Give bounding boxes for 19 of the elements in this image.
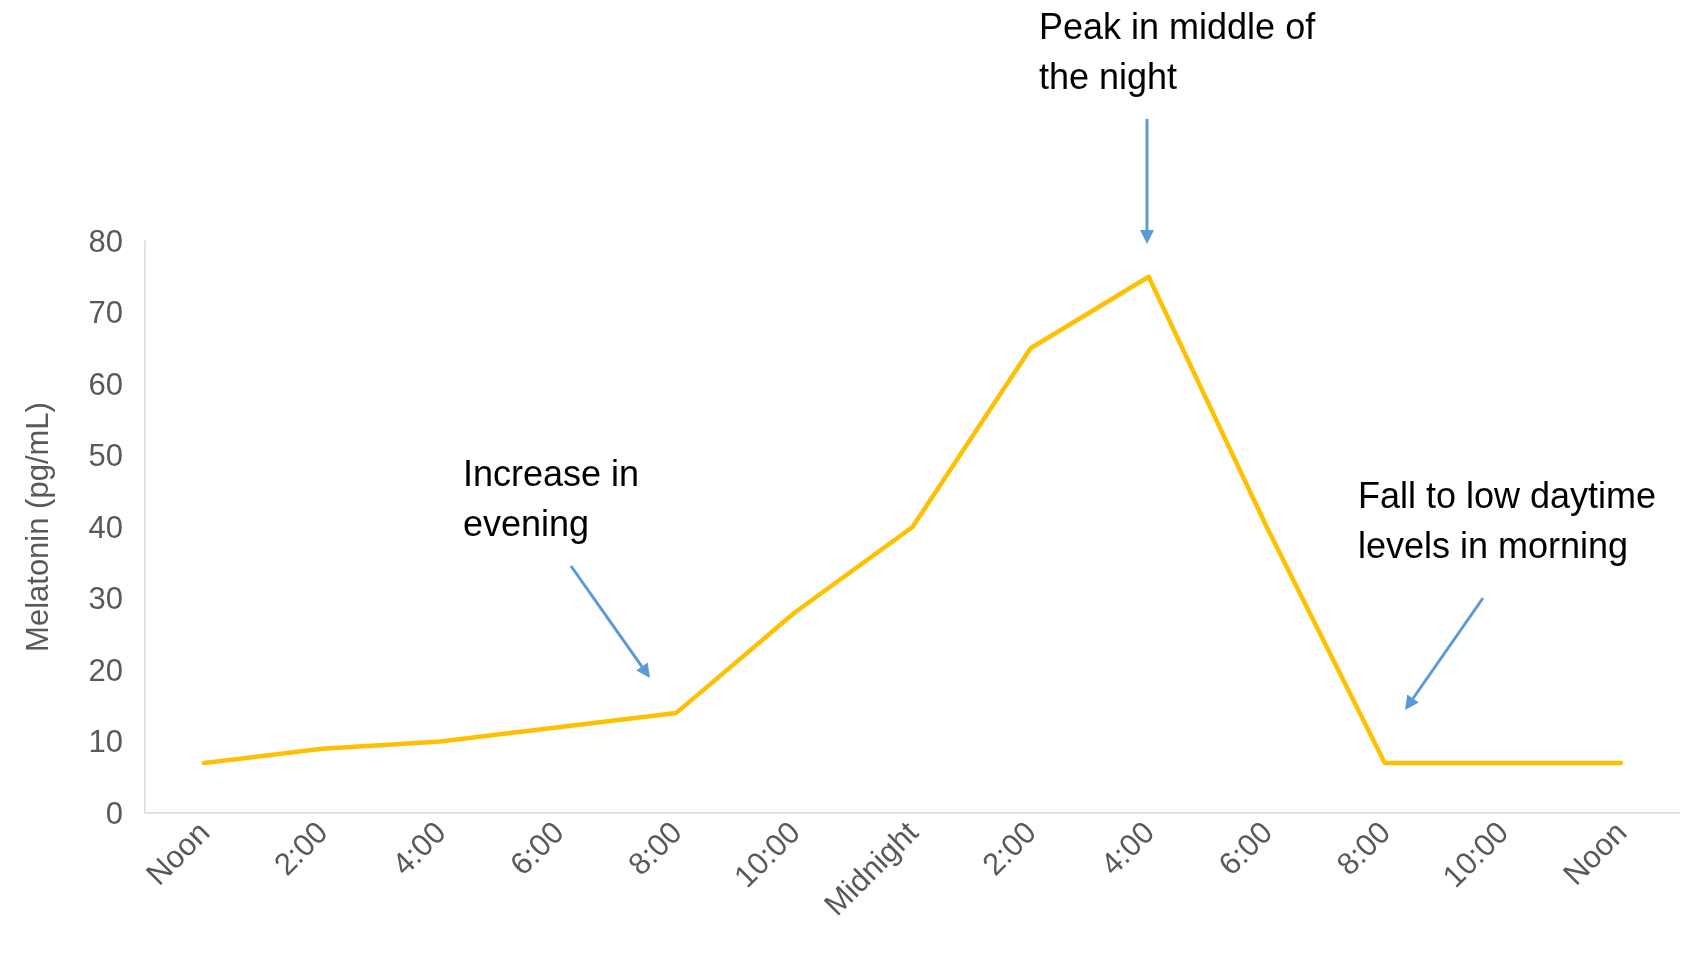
y-tick-label: 30: [88, 581, 123, 616]
y-tick-label: 0: [105, 795, 123, 831]
x-tick-label: 6:00: [1211, 814, 1280, 883]
y-tick-label: 10: [88, 724, 123, 759]
y-tick-label: 20: [88, 652, 123, 688]
x-tick-label: 8:00: [621, 814, 689, 883]
annotation: Fall to low daytime levels in morning: [1358, 474, 1658, 568]
x-tick-label: 6:00: [503, 814, 571, 883]
y-tick-label: 50: [88, 438, 123, 473]
y-tick-label: 70: [88, 295, 123, 330]
x-tick-label: 8:00: [1329, 814, 1398, 883]
y-tick-label: 40: [88, 509, 123, 545]
y-axis-title: Melatonin (pg/mL): [20, 402, 55, 652]
annotation: Increase in evening: [463, 452, 641, 546]
y-tick-label: 60: [88, 366, 123, 402]
x-tick-label: 4:00: [1093, 814, 1162, 883]
y-tick-label: 80: [88, 223, 123, 259]
x-tick-label: 4:00: [385, 814, 453, 883]
text: Peak in middle of the night: [1039, 5, 1317, 99]
